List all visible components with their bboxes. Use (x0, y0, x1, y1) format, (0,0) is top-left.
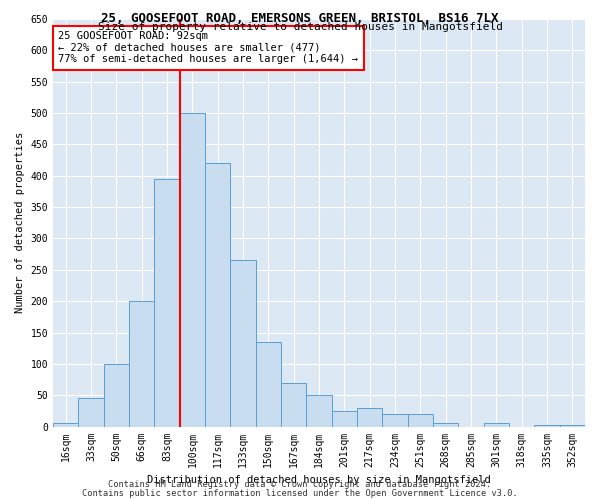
Bar (79, 398, 104, 426)
Bar (281, 382, 307, 426)
Bar (205, 163, 230, 426)
Bar (484, 424, 509, 426)
Text: Size of property relative to detached houses in Mangotsfield: Size of property relative to detached ho… (97, 22, 503, 32)
Bar (407, 414, 433, 426)
Bar (535, 424, 560, 426)
Text: Contains HM Land Registry data © Crown copyright and database right 2024.: Contains HM Land Registry data © Crown c… (109, 480, 491, 489)
Bar (104, 364, 129, 426)
Bar (53, 424, 79, 426)
X-axis label: Distribution of detached houses by size in Mangotsfield: Distribution of detached houses by size … (147, 475, 491, 485)
Bar (154, 179, 179, 426)
Bar (256, 342, 281, 426)
Text: 25 GOOSEFOOT ROAD: 92sqm
← 22% of detached houses are smaller (477)
77% of semi-: 25 GOOSEFOOT ROAD: 92sqm ← 22% of detach… (58, 31, 358, 64)
Text: Contains public sector information licensed under the Open Government Licence v3: Contains public sector information licen… (82, 488, 518, 498)
Text: 25, GOOSEFOOT ROAD, EMERSONS GREEN, BRISTOL, BS16 7LX: 25, GOOSEFOOT ROAD, EMERSONS GREEN, BRIS… (101, 12, 499, 26)
Bar (332, 411, 357, 426)
Bar (357, 408, 382, 426)
Bar (433, 424, 458, 426)
Bar (382, 414, 407, 426)
Bar (179, 113, 205, 426)
Bar (307, 395, 332, 426)
Bar (230, 260, 256, 426)
Y-axis label: Number of detached properties: Number of detached properties (15, 132, 25, 314)
Bar (129, 301, 154, 426)
